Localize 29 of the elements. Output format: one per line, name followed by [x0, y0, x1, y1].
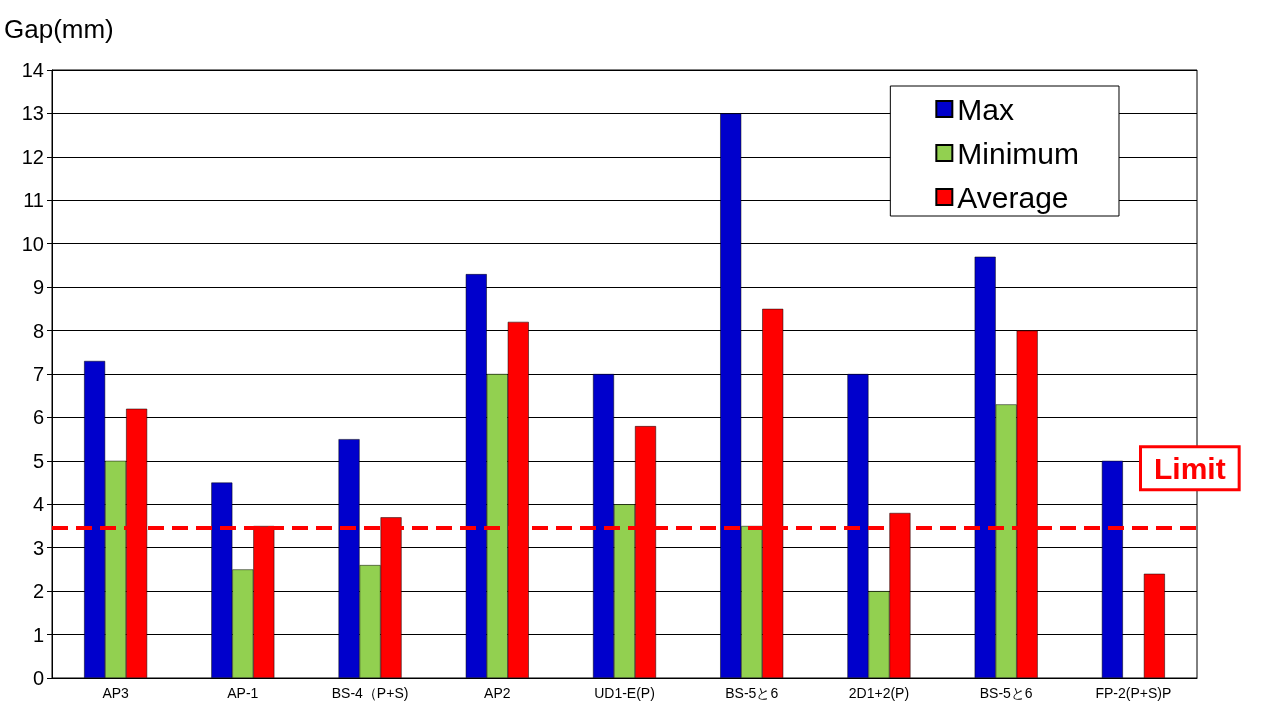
y-tick-label: 11 — [23, 189, 44, 212]
y-tick-label: 7 — [32, 363, 44, 385]
y-tick-label: 10 — [21, 232, 44, 255]
y-tick-label: 3 — [32, 536, 44, 559]
legend-label: Minimum — [957, 136, 1079, 170]
y-tick-label: 8 — [32, 319, 44, 342]
y-tick-label: 5 — [32, 449, 44, 472]
y-tick-label: 0 — [32, 667, 44, 689]
y-tick-label: 13 — [21, 102, 44, 125]
y-tick-label: 4 — [32, 493, 44, 516]
x-tick-label: AP-1 — [227, 685, 259, 701]
y-tick-label: 2 — [32, 580, 44, 603]
x-tick-label: BS-5と6 — [979, 685, 1033, 701]
y-tick-label: 6 — [32, 406, 44, 429]
x-tick-label: FP-2(P+S)P — [1095, 685, 1172, 701]
legend-label: Max — [957, 92, 1015, 126]
y-tick-label: 12 — [21, 145, 44, 168]
x-tick-label: AP3 — [102, 685, 130, 701]
x-tick-label: BS-4（P+S) — [331, 685, 409, 701]
y-axis-title: Gap(mm) — [4, 14, 114, 44]
y-tick-label: 1 — [32, 623, 44, 646]
y-tick-label: 9 — [32, 276, 44, 299]
y-tick-label: 14 — [21, 59, 44, 81]
legend-label: Average — [957, 180, 1069, 214]
x-tick-label: UD1-E(P) — [594, 685, 655, 701]
x-tick-label: 2D1+2(P) — [848, 685, 910, 701]
x-tick-label: AP2 — [484, 685, 511, 701]
x-tick-label: BS-5と6 — [725, 685, 779, 701]
ref-line-label: Limit — [1154, 451, 1226, 485]
